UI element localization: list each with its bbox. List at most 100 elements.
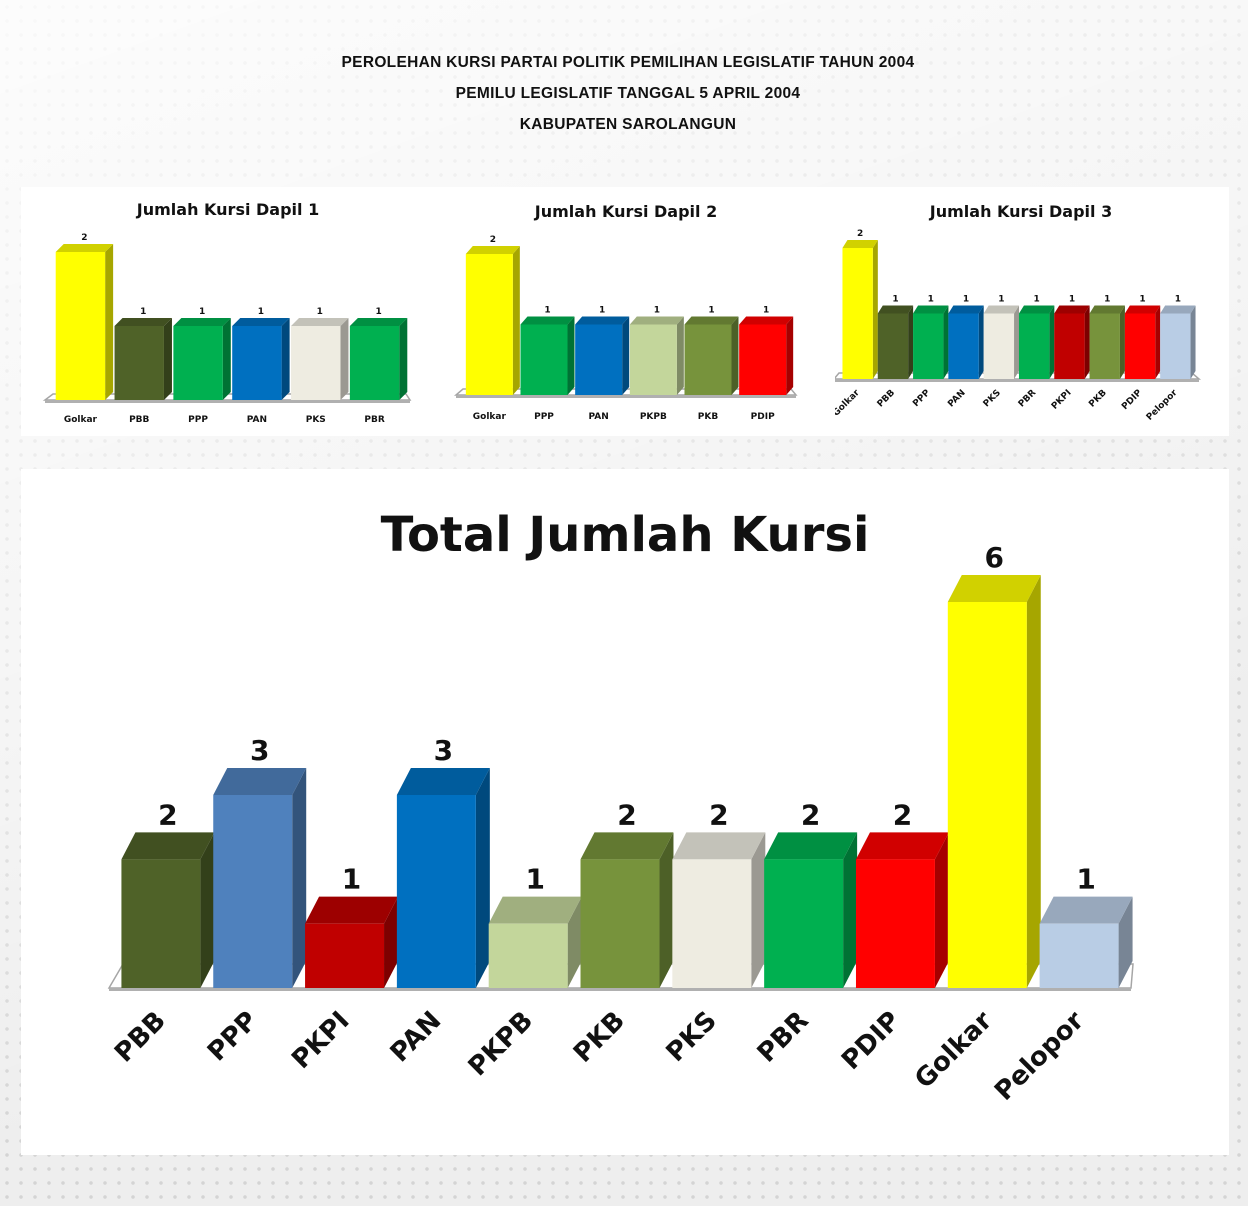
- category-label-pkpb: PKPB: [463, 1006, 539, 1082]
- bar-pks: [672, 832, 766, 988]
- bar-side: [399, 318, 408, 400]
- bar-pkpb: [488, 896, 582, 988]
- bar-top: [1039, 896, 1133, 924]
- bar-top: [465, 246, 520, 254]
- bar-side: [1026, 575, 1041, 988]
- bar-front: [575, 324, 623, 395]
- bar-top: [1124, 305, 1161, 314]
- bar-top: [739, 316, 794, 325]
- category-label-pbr: PBR: [752, 1006, 815, 1069]
- bar-front: [1160, 313, 1191, 379]
- bar-pkpb: [629, 316, 684, 395]
- bar-ppp: [913, 305, 949, 379]
- category-label-pdip: PDIP: [836, 1006, 906, 1076]
- bar-top: [488, 896, 582, 924]
- bar-top: [396, 768, 490, 795]
- bar-side: [751, 832, 766, 988]
- value-label-ppp: 1: [199, 307, 205, 317]
- value-label-pks: 1: [998, 295, 1004, 305]
- bar-front: [684, 324, 732, 395]
- bar-top: [305, 896, 399, 924]
- bar-front: [983, 313, 1015, 379]
- bar-top: [291, 318, 349, 326]
- bar-side: [1155, 305, 1161, 379]
- bar-front: [764, 859, 844, 988]
- bar-side: [934, 832, 949, 988]
- value-label-golkar: 2: [857, 229, 863, 239]
- bar-top: [232, 318, 290, 326]
- bar-front: [672, 859, 752, 988]
- chart-floor-edge: [109, 988, 1131, 991]
- category-label-pelopor: Pelopor: [989, 1006, 1090, 1107]
- bar-pbb: [121, 832, 215, 988]
- bar-top: [842, 240, 878, 248]
- bar-front: [173, 326, 223, 400]
- bar-front: [213, 795, 293, 988]
- value-label-pbr: 2: [801, 798, 820, 831]
- value-label-pelopor: 1: [1076, 863, 1095, 896]
- bar-front: [877, 313, 909, 379]
- value-label-pdip: 1: [763, 306, 769, 316]
- bar-ppp: [213, 768, 307, 988]
- category-label-pkpi: PKPI: [286, 1006, 355, 1075]
- chart-dapil-3: Jumlah Kursi Dapil 3 2 Golkar 1 PBB 1 PPP 1 PAN 1…: [835, 202, 1202, 423]
- category-label-golkar: Golkar: [909, 1006, 998, 1095]
- bar-front: [1018, 313, 1050, 379]
- category-label-pbr: PBR: [364, 415, 384, 425]
- bar-front: [947, 602, 1027, 988]
- value-label-pkb: 1: [708, 306, 714, 316]
- bar-pdip: [1124, 305, 1161, 379]
- category-label-golkar: Golkar: [64, 415, 98, 425]
- bar-front: [396, 795, 476, 988]
- bar-top: [349, 318, 408, 326]
- bar-pbb: [114, 318, 172, 400]
- bar-pan: [396, 768, 490, 988]
- value-label-pkpi: 1: [342, 863, 361, 896]
- bar-top: [877, 305, 914, 314]
- category-label-pbb: PBB: [129, 415, 149, 425]
- bar-top: [672, 832, 766, 860]
- bar-side: [872, 240, 878, 379]
- value-label-pbb: 1: [140, 307, 146, 317]
- bar-side: [1119, 305, 1125, 379]
- header-line-3: KABUPATEN SAROLANGUN: [519, 116, 737, 133]
- value-label-pan: 1: [599, 306, 605, 316]
- bar-front: [1039, 923, 1119, 988]
- value-label-pdip: 2: [893, 798, 912, 831]
- bar-front: [1089, 313, 1120, 379]
- value-label-ppp: 3: [250, 734, 269, 767]
- bar-pelopor: [1039, 896, 1133, 988]
- bar-top: [520, 316, 575, 325]
- category-label-pdip: PDIP: [1120, 388, 1144, 412]
- category-label-pkpi: PKPI: [1050, 388, 1074, 412]
- value-label-pbb: 2: [158, 798, 177, 831]
- bar-side: [1084, 305, 1090, 379]
- category-label-pan: PAN: [385, 1006, 448, 1069]
- value-label-ppp: 1: [544, 306, 550, 316]
- bar-pkpi: [1054, 305, 1090, 379]
- bar-pkpi: [305, 896, 399, 988]
- bar-golkar: [842, 240, 878, 379]
- bar-side: [676, 316, 684, 395]
- bar-golkar: [947, 575, 1041, 988]
- category-label-pbr: PBR: [1017, 388, 1039, 410]
- category-label-pelopor: Pelopor: [1145, 388, 1180, 423]
- bar-pkb: [580, 832, 674, 988]
- bar-top: [629, 316, 684, 325]
- value-label-golkar: 2: [81, 233, 87, 243]
- header-line-2: PEMILU LEGISLATIF TANGGAL 5 APRIL 2004: [455, 85, 801, 102]
- bar-pdip: [855, 832, 949, 988]
- bar-front: [629, 324, 677, 395]
- chart-title: Jumlah Kursi Dapil 3: [929, 202, 1112, 221]
- bar-golkar: [55, 244, 114, 400]
- value-label-pdip: 1: [1139, 295, 1145, 305]
- bar-top: [121, 832, 215, 860]
- bar-front: [121, 859, 201, 988]
- value-label-pan: 1: [258, 307, 264, 317]
- category-label-pan: PAN: [247, 415, 267, 425]
- bar-pan: [575, 316, 630, 395]
- category-label-ppp: PPP: [202, 1006, 264, 1068]
- category-label-ppp: PPP: [188, 415, 208, 425]
- bar-side: [1049, 305, 1055, 379]
- category-label-golkar: Golkar: [835, 388, 862, 419]
